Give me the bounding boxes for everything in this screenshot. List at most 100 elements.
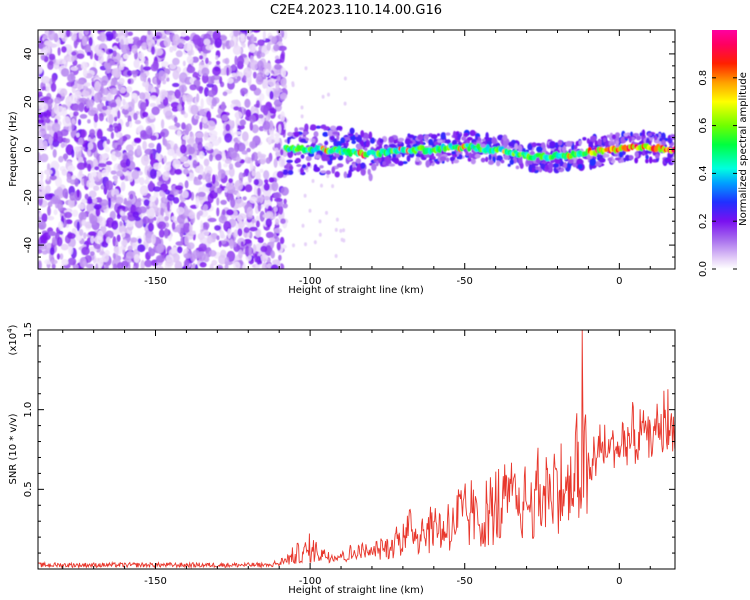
heatmap-cell — [183, 168, 189, 175]
heatmap-cell — [514, 143, 518, 151]
heatmap-cell — [242, 196, 247, 201]
heatmap-cell — [232, 241, 237, 247]
heatmap-cell — [137, 197, 142, 203]
heatmap-cell — [257, 201, 262, 212]
heatmap-cell — [231, 72, 237, 77]
heatmap-cell — [614, 157, 621, 161]
heatmap-cell — [93, 203, 102, 210]
heatmap-cell — [227, 195, 234, 201]
heatmap-cell — [168, 90, 174, 96]
heatmap-cell — [61, 259, 69, 266]
heatmap-cell — [147, 222, 154, 232]
heatmap-cell — [113, 246, 123, 255]
heatmap-cell — [121, 44, 130, 54]
heatmap-cell — [171, 106, 179, 112]
heatmap-cell — [277, 200, 284, 207]
heatmap-cell — [451, 151, 457, 155]
heatmap-cell — [342, 228, 346, 233]
heatmap-cell — [445, 132, 451, 136]
heatmap-cell — [365, 141, 370, 148]
snr-y-axis-label: SNR (10 * v/v) — [8, 413, 19, 484]
heatmap-cell — [425, 160, 431, 168]
heatmap-cell — [218, 240, 222, 248]
heatmap-cell — [236, 192, 241, 199]
heatmap-cell — [89, 49, 93, 60]
heatmap-cell — [452, 159, 460, 164]
colorbar-tick-label: 0.0 — [698, 261, 709, 277]
heatmap-cell — [279, 92, 288, 100]
heatmap-cell — [280, 111, 285, 122]
heatmap-cell — [273, 227, 283, 234]
heatmap-cell — [56, 253, 61, 260]
heatmap-cell — [141, 42, 148, 50]
heatmap-cell — [311, 179, 315, 183]
heatmap-cell — [101, 80, 108, 86]
heatmap-cell — [81, 90, 90, 97]
heatmap-cell — [87, 142, 94, 150]
heatmap-cell — [195, 197, 200, 209]
heatmap-cell — [271, 181, 279, 192]
heatmap-cell — [81, 246, 90, 256]
heatmap-cell — [255, 76, 264, 85]
heatmap-cell — [574, 144, 578, 150]
heatmap-cell — [255, 228, 261, 238]
heatmap-cell — [263, 73, 267, 80]
heatmap-cell — [94, 166, 100, 171]
heatmap-cell — [221, 150, 226, 162]
heatmap-cell — [388, 163, 396, 167]
heatmap-cell — [202, 230, 210, 237]
heatmap-cell — [255, 220, 260, 228]
heatmap-cell — [614, 132, 621, 138]
heatmap-cell — [134, 261, 139, 269]
heatmap-cell — [155, 170, 162, 177]
heatmap-cell — [406, 155, 411, 162]
snr-line — [38, 330, 675, 569]
heatmap-cell — [38, 179, 44, 191]
colorbar: 0.0 0.2 0.4 0.6 0.8 Normalized spectral ampl… — [698, 30, 749, 277]
heatmap-cell — [73, 111, 79, 117]
heatmap-cell — [244, 57, 250, 66]
heatmap-cell — [95, 263, 99, 269]
heatmap-cell — [58, 30, 66, 39]
heatmap-cell — [57, 47, 61, 56]
heatmap-cell — [125, 121, 130, 128]
heatmap-cell — [655, 153, 660, 159]
heatmap-cell — [111, 220, 119, 230]
heatmap-cell — [178, 42, 184, 48]
heatmap-cell — [183, 162, 190, 168]
heatmap-cell — [139, 185, 149, 196]
heatmap-cell — [174, 89, 181, 99]
heatmap-cell — [522, 148, 526, 152]
heatmap-cell — [205, 182, 213, 188]
heatmap-cell — [149, 168, 157, 179]
heatmap-cell — [268, 120, 274, 131]
heatmap-cell — [221, 209, 226, 216]
heatmap-cell — [233, 229, 239, 238]
heatmap-cell — [263, 170, 270, 180]
heatmap-cell — [313, 131, 319, 138]
heatmap-cell — [82, 68, 88, 78]
heatmap-cell — [93, 243, 101, 250]
heatmap-cell — [99, 257, 104, 267]
heatmap-cell — [89, 129, 96, 137]
heatmap-cell — [195, 131, 204, 139]
heatmap-cell — [553, 162, 559, 168]
heatmap-cell — [150, 63, 159, 72]
heatmap-cell — [132, 211, 140, 218]
heatmap-cell — [265, 231, 274, 239]
snr-x-axis: -150 -100 -50 0 — [62, 330, 651, 587]
x-tick-label: -50 — [457, 276, 473, 287]
heatmap-cell — [116, 213, 121, 219]
heatmap-cell — [235, 198, 244, 208]
heatmap-cell — [103, 87, 109, 96]
heatmap-cell — [156, 243, 165, 253]
heatmap-cell — [58, 221, 64, 231]
heatmap-cell — [45, 83, 51, 93]
heatmap-cell — [206, 110, 212, 121]
heatmap-cell — [187, 50, 193, 56]
heatmap-cell — [71, 51, 77, 56]
heatmap-cell — [110, 170, 117, 175]
heatmap-cell — [237, 213, 247, 220]
heatmap-cell — [38, 139, 44, 149]
heatmap-cell — [173, 116, 178, 124]
